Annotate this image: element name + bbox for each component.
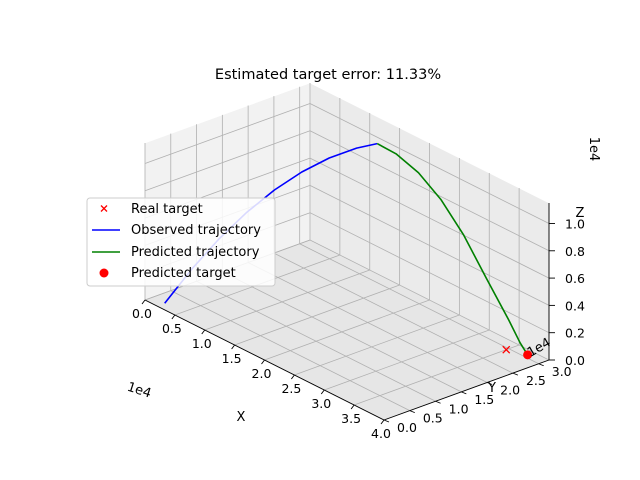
y-axis-label: Y — [487, 381, 496, 396]
x-tick — [231, 344, 235, 350]
predicted-target-marker — [523, 350, 533, 360]
y-tick-label: 2.5 — [526, 373, 546, 388]
z-tick-label: 1.0 — [565, 217, 585, 232]
grid-line — [222, 271, 462, 393]
x-marker-icon — [100, 205, 108, 212]
y-tick-label: 0.5 — [423, 411, 443, 426]
x-tick — [141, 299, 146, 305]
x-tick — [261, 359, 265, 365]
grid-line — [204, 269, 370, 331]
z-tick-label: 0.4 — [565, 298, 585, 313]
grid-line — [309, 185, 550, 306]
grid-line — [144, 130, 311, 192]
tick-labels: 0.0 0.5 1.0 1.5 2.0 2.5 3.0 3.5 4.0 0.0 0.5 1.0 1.5 2… — [132, 217, 585, 442]
grid-line — [196, 280, 436, 402]
legend-entry-predicted-target: Predicted target — [99, 266, 236, 281]
x-tick-label: 2.0 — [252, 366, 272, 381]
y-tick — [383, 419, 390, 423]
grid-line — [353, 344, 520, 406]
grid-line — [170, 290, 410, 411]
x-tick-label: 4.0 — [371, 426, 391, 441]
y-axis-line — [383, 359, 550, 421]
legend-entry-real-target: Real target — [100, 202, 203, 217]
z-axis-label: Z — [576, 206, 585, 221]
y-tick-label: 2.0 — [500, 383, 520, 398]
z-tick-label: 0.8 — [565, 244, 585, 259]
grid-line — [309, 157, 550, 279]
x-tick-label: 3.5 — [341, 411, 361, 426]
x-axis-multiplier: 1e4 — [125, 380, 153, 402]
tick-marks — [141, 223, 555, 425]
x-tick-label: 0.5 — [162, 321, 182, 336]
x-tick — [380, 419, 385, 425]
grid-line — [264, 299, 430, 361]
grid-line — [273, 252, 514, 374]
legend-label: Observed trajectory — [131, 223, 261, 238]
legend-label: Real target — [131, 202, 203, 217]
z-tick-label: 0.2 — [565, 326, 585, 341]
y-tick-label: 1.0 — [449, 401, 469, 416]
dot-marker-icon — [99, 268, 109, 278]
grid-line — [309, 103, 550, 224]
real-target-marker — [502, 345, 511, 354]
grid-line — [247, 262, 488, 383]
z-tick-label: 0.6 — [565, 271, 585, 286]
y-tick — [538, 363, 544, 367]
grid-line — [294, 314, 460, 376]
x-tick — [171, 314, 176, 320]
z-tick-label: 0.0 — [565, 353, 585, 368]
grid-line — [309, 212, 550, 334]
predicted-trajectory-line — [376, 142, 529, 356]
x-tick-label: 1.5 — [222, 351, 242, 366]
grid-line — [234, 284, 400, 346]
x-axis-label: X — [237, 410, 246, 425]
x-tick-label: 3.0 — [311, 396, 331, 411]
y-tick-label: 0.0 — [397, 420, 417, 435]
x-tick-label: 1.0 — [192, 336, 212, 351]
grid-line — [324, 329, 490, 391]
x-tick-label: 2.5 — [281, 381, 301, 396]
grid-line — [299, 243, 539, 365]
grid-line — [309, 239, 550, 361]
chart-title: Estimated target error: 11.33% — [215, 67, 441, 83]
x-marker-stroke — [502, 345, 511, 354]
y-tick — [486, 382, 493, 385]
x-tick — [291, 374, 295, 380]
legend-label: Predicted target — [131, 266, 236, 281]
y-tick-label: 3.0 — [552, 364, 572, 379]
legend-entry-observed-trajectory: Observed trajectory — [92, 223, 261, 238]
y-tick — [409, 410, 415, 414]
x-tick — [350, 404, 355, 410]
y-tick — [512, 372, 519, 376]
y-tick — [461, 391, 467, 395]
legend-entry-predicted-trajectory: Predicted trajectory — [92, 245, 260, 260]
x-tick — [201, 329, 206, 335]
x-tick-label: 0.0 — [132, 306, 152, 321]
y-tick-label: 1.5 — [474, 392, 494, 407]
y-tick — [435, 400, 441, 404]
x-tick — [320, 389, 325, 395]
grid-line — [144, 103, 311, 164]
z-axis-multiplier: 1e4 — [586, 137, 601, 162]
legend-box — [86, 197, 276, 287]
legend: Real target Observed trajectory Predicte… — [86, 197, 276, 287]
legend-label: Predicted trajectory — [131, 245, 260, 260]
